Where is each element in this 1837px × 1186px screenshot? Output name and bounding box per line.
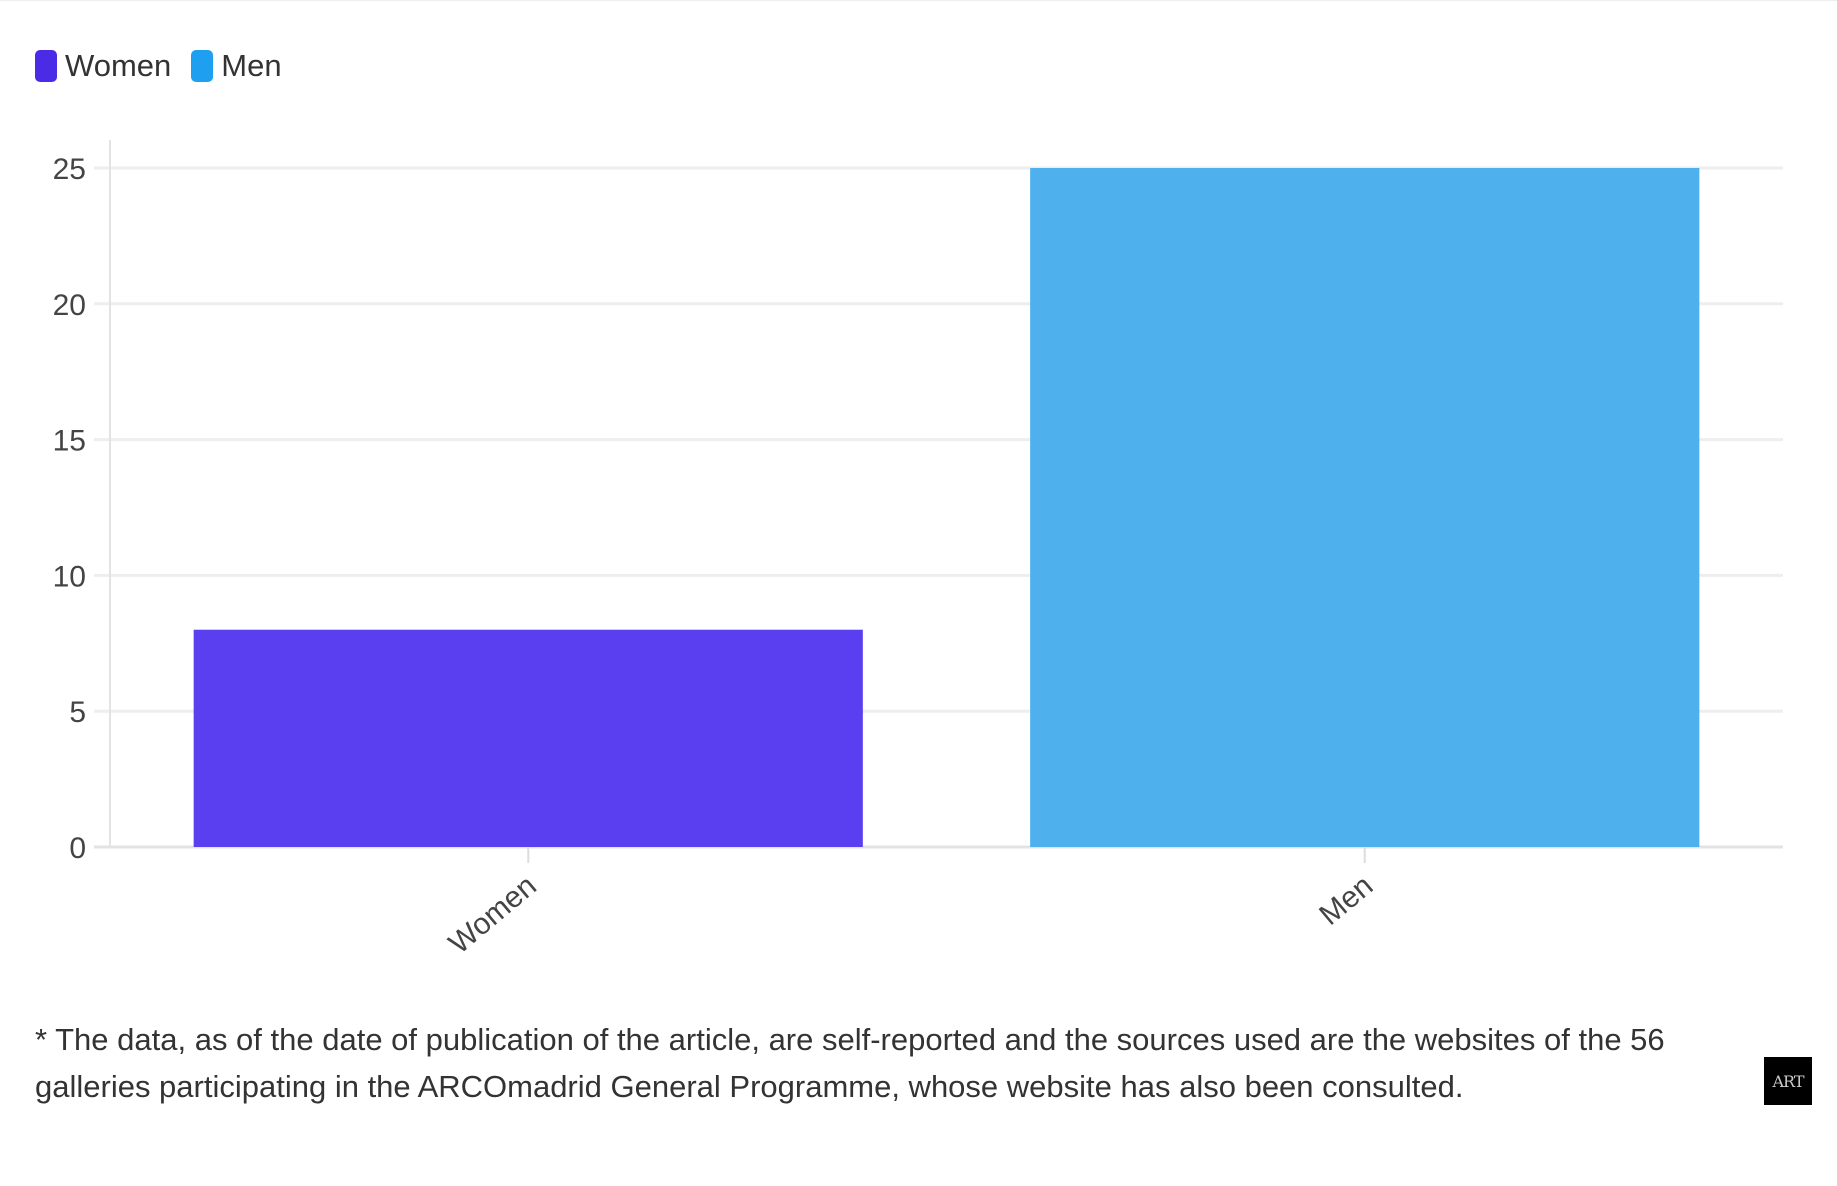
y-tick-label-0: 0 (69, 832, 86, 865)
legend-label-women: Women (65, 48, 172, 83)
legend-item-men[interactable]: Men (191, 48, 282, 84)
x-tick-label-women: Women (443, 869, 543, 960)
bar-women (193, 629, 863, 847)
chart-legend: Women Men (35, 48, 282, 84)
bar-men (1030, 168, 1700, 847)
bar-chart: 0 5 10 15 20 25 Women Men (53, 140, 1783, 960)
legend-item-women[interactable]: Women (35, 48, 171, 84)
legend-label-men: Men (221, 48, 282, 83)
footnote: * The data, as of the date of publicatio… (35, 1022, 1665, 1104)
y-tick-label-15: 15 (53, 425, 86, 458)
y-tick-label-25: 25 (53, 153, 86, 186)
art-logo-icon: ART (1764, 1057, 1812, 1105)
y-tick-label-20: 20 (53, 289, 86, 322)
legend-swatch-women (35, 50, 57, 82)
y-tick-label-10: 10 (53, 560, 86, 593)
x-tick-label-men: Men (1313, 869, 1379, 932)
top-rule (0, 0, 1837, 1)
y-tick-label-5: 5 (69, 696, 86, 729)
legend-swatch-men (191, 50, 214, 82)
